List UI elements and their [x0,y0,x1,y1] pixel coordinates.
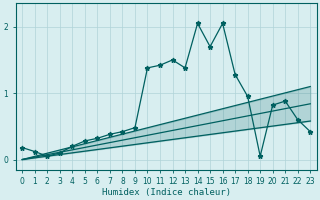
X-axis label: Humidex (Indice chaleur): Humidex (Indice chaleur) [102,188,231,197]
